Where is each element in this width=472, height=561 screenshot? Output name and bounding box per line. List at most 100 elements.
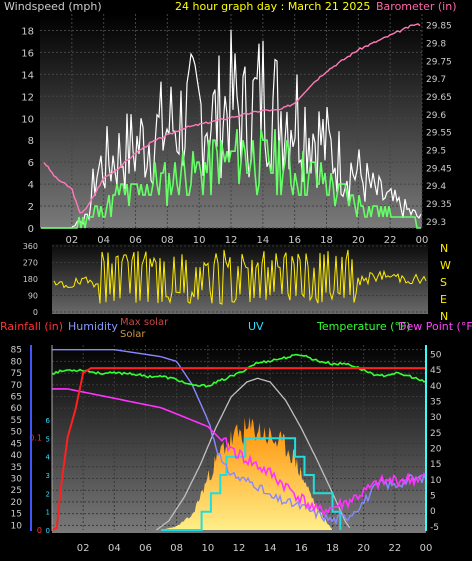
direction-panel-grid — [52, 245, 428, 313]
humidity-tick-label: 45 — [11, 439, 22, 449]
temperature-tick-label: -5 — [430, 523, 439, 533]
y-tick-label: 18 — [21, 26, 34, 37]
x-tick-label: 02 — [65, 235, 78, 246]
humidity-tick-label: 60 — [11, 404, 23, 414]
x-tick-label: 16 — [295, 543, 308, 554]
climate-panel-series — [51, 349, 427, 531]
y-tick-label: 4 — [28, 180, 34, 191]
wind-direction-series — [53, 249, 427, 305]
uv-tick-label: 1 — [46, 509, 50, 517]
direction-tick-label: 0 — [33, 308, 38, 317]
baro-tick-label: 29.5 — [426, 147, 446, 157]
temperature-tick-label: 35 — [430, 397, 441, 407]
humidity-tick-label: 80 — [11, 357, 23, 367]
x-tick-label: 18 — [320, 235, 333, 246]
x-tick-label: 20 — [357, 543, 370, 554]
temperature-tick-label: 30 — [430, 413, 442, 423]
baro-tick-label: 29.8 — [426, 40, 446, 50]
rainfall-label: Rainfall (in) — [0, 320, 63, 333]
uv-tick-label: 6 — [46, 417, 51, 425]
humidity-tick-label: 75 — [11, 369, 22, 379]
y-tick-label: 12 — [21, 92, 34, 103]
x-tick-label: 02 — [77, 543, 90, 554]
temperature-series — [51, 353, 427, 388]
x-tick-label: 10 — [201, 543, 214, 554]
baro-tick-label: 29.55 — [426, 129, 452, 139]
x-tick-label: 04 — [108, 543, 121, 554]
y-tick-label: 8 — [28, 136, 34, 147]
humidity-tick-label: 30 — [11, 474, 23, 484]
compass-label: N — [440, 310, 448, 323]
wind-average-series — [41, 129, 421, 229]
direction-panel-series — [53, 249, 427, 305]
baro-tick-label: 29.4 — [426, 182, 446, 192]
x-tick-label: 14 — [256, 235, 269, 246]
x-tick-label: 12 — [225, 235, 238, 246]
humidity-tick-label: 20 — [11, 498, 23, 508]
x-tick-label: 12 — [233, 543, 246, 554]
uv-series — [161, 437, 342, 531]
temperature-tick-label: 25 — [430, 429, 441, 439]
baro-tick-label: 29.35 — [426, 200, 452, 210]
temperature-tick-label: 40 — [430, 382, 442, 392]
direction-tick-label: 180 — [23, 275, 38, 284]
compass-label: N — [440, 242, 448, 255]
y-tick-label: 14 — [21, 70, 34, 81]
humidity-tick-label: 65 — [11, 393, 22, 403]
temperature-tick-label: 10 — [430, 476, 442, 486]
uv-tick-label: 0 — [46, 527, 50, 535]
y-tick-label: 6 — [28, 158, 34, 169]
solar-label: Solar — [120, 329, 146, 340]
max-solar-series — [156, 377, 351, 531]
x-tick-label: 04 — [97, 235, 110, 246]
baro-tick-label: 29.45 — [426, 164, 452, 174]
windspeed-axis-label: Windspeed (mph) — [4, 0, 102, 13]
x-tick-label: 06 — [129, 235, 142, 246]
x-tick-label: 20 — [352, 235, 365, 246]
direction-tick-label: 270 — [23, 259, 38, 268]
humidity-tick-label: 70 — [11, 381, 23, 391]
direction-tick-label: 90 — [28, 292, 38, 301]
y-tick-label: 0 — [28, 224, 34, 235]
compass-label: S — [440, 276, 447, 289]
baro-tick-label: 29.7 — [426, 75, 446, 85]
direction-tick-label: 360 — [23, 242, 38, 251]
chart-title: 24 hour graph day : March 21 2025 — [175, 0, 370, 13]
uv-label: UV — [248, 320, 264, 333]
x-tick-label: 14 — [264, 543, 277, 554]
baro-tick-label: 29.6 — [426, 111, 446, 121]
temperature-tick-label: 5 — [430, 492, 436, 502]
y-tick-label: 2 — [28, 202, 34, 213]
temperature-tick-label: 0 — [430, 507, 436, 517]
x-tick-label: 08 — [161, 235, 174, 246]
dew-point-label: Dew Point (°F) — [398, 320, 472, 333]
x-tick-label: 08 — [170, 543, 183, 554]
max-solar-label: Max solar — [120, 317, 169, 328]
humidity-tick-label: 35 — [11, 463, 22, 473]
temperature-tick-label: 20 — [430, 444, 442, 454]
uv-tick-label: 5 — [46, 435, 50, 443]
humidity-tick-label: 25 — [11, 486, 22, 496]
x-tick-label: 16 — [288, 235, 301, 246]
x-tick-label: 10 — [193, 235, 206, 246]
x-tick-label: 06 — [139, 543, 152, 554]
climate-panel-axes: 10152025303540455055606570758085-5051015… — [11, 345, 442, 554]
uv-tick-label: 3 — [46, 472, 50, 480]
rain-tick-label: 0 — [37, 526, 42, 535]
baro-tick-label: 29.85 — [426, 22, 452, 32]
baro-tick-label: 29.3 — [426, 218, 446, 228]
temperature-tick-label: 50 — [430, 350, 442, 360]
wind-panel-axes: 02468101214161829.329.3529.429.4529.529.… — [21, 22, 452, 246]
barometer-axis-label: Barometer (in) — [376, 0, 457, 13]
dew-point-series — [52, 388, 427, 517]
x-tick-label: 00 — [420, 543, 433, 554]
temperature-tick-label: 15 — [430, 460, 441, 470]
baro-tick-label: 29.65 — [426, 93, 452, 103]
humidity-tick-label: 40 — [11, 451, 23, 461]
uv-tick-label: 2 — [46, 490, 50, 498]
x-tick-label: 22 — [384, 235, 397, 246]
compass-label: W — [440, 259, 451, 272]
gust-series — [41, 29, 422, 229]
